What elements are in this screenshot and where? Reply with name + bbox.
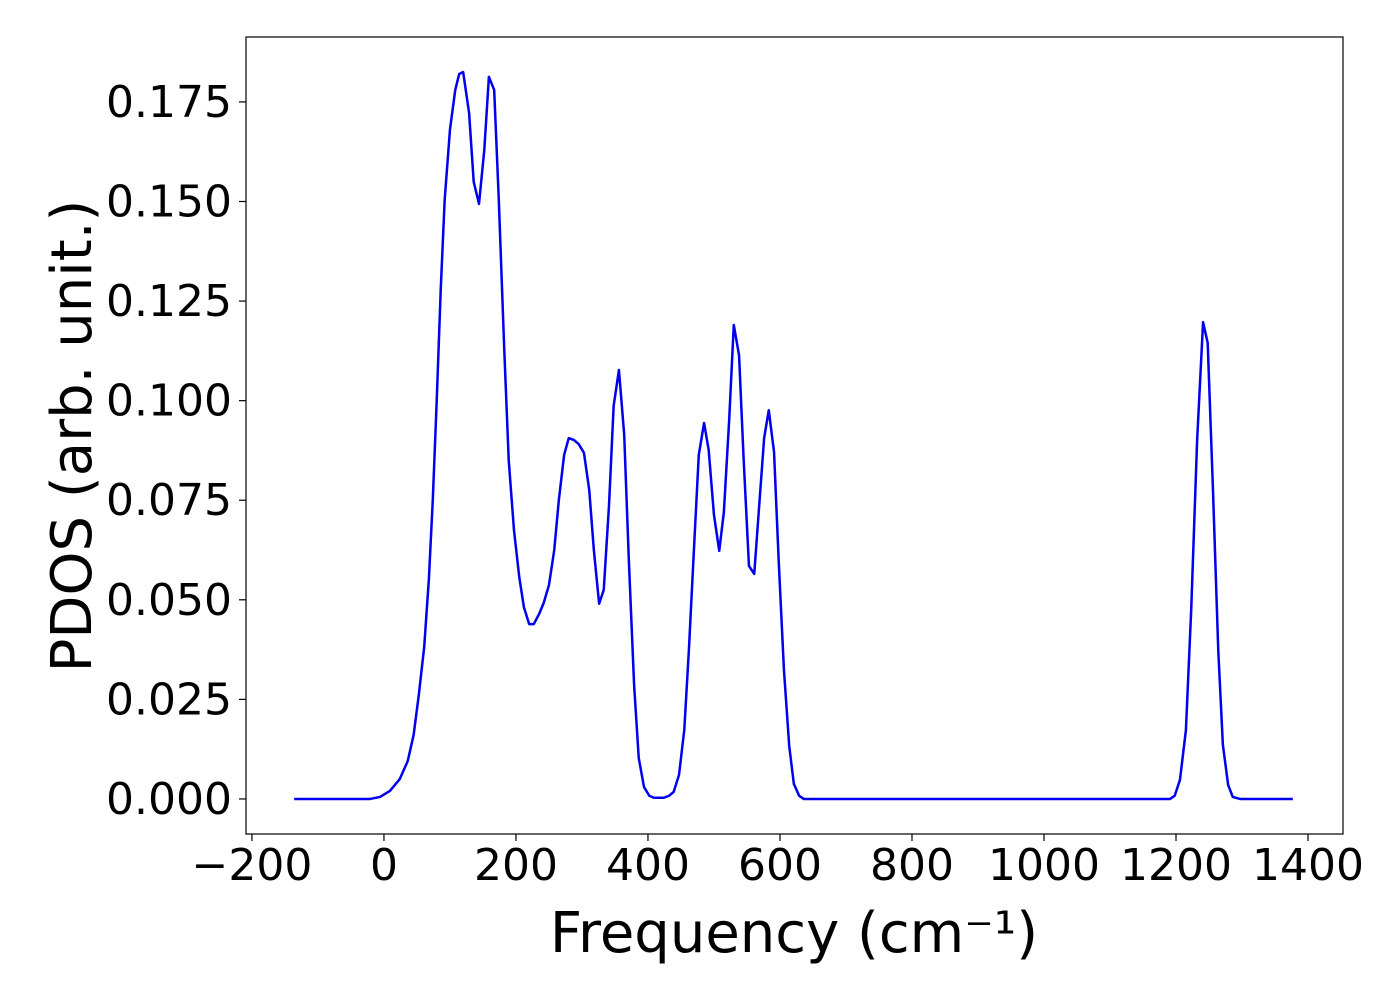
y-tick-label: 0.050 — [106, 575, 232, 626]
y-tick-label: 0.125 — [106, 276, 232, 327]
y-tick-label: 0.000 — [106, 774, 232, 825]
x-axis-label: Frequency (cm⁻¹) — [550, 901, 1038, 966]
x-tick-label: 400 — [606, 840, 690, 891]
y-tick-label: 0.025 — [106, 674, 232, 725]
x-tick-label: 1200 — [1120, 840, 1232, 891]
x-tick-label: 0 — [370, 840, 398, 891]
x-tick-label: 600 — [738, 840, 822, 891]
y-axis-label: PDOS (arb. unit.) — [40, 200, 105, 673]
x-tick-label: 800 — [870, 840, 954, 891]
x-tick-label: 1400 — [1252, 840, 1364, 891]
y-tick-label: 0.175 — [106, 77, 232, 128]
plot-frame — [245, 36, 1344, 835]
x-tick-label: −200 — [192, 840, 313, 891]
x-tick-label: 200 — [474, 840, 558, 891]
y-tick-label: 0.075 — [106, 475, 232, 526]
data-line — [294, 70, 1293, 801]
y-tick-label: 0.150 — [106, 176, 232, 227]
x-tick-label: 1000 — [988, 840, 1100, 891]
y-tick-label: 0.100 — [106, 376, 232, 427]
